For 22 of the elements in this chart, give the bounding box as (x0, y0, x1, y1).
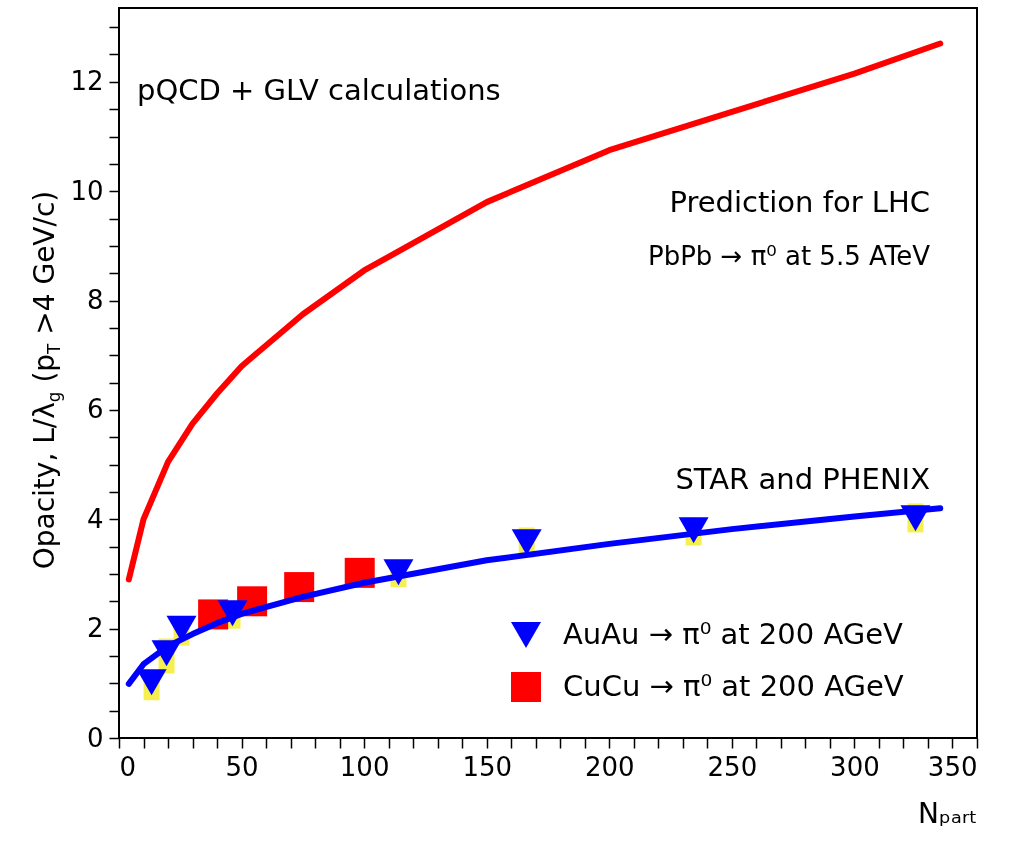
y-tick-label: 12 (70, 66, 104, 97)
y-tick-label: 0 (86, 722, 104, 753)
legend-label: AuAu → π⁰ at 200 AGeV (563, 617, 904, 651)
annotation: PbPb → π⁰ at 5.5 ATeV (647, 241, 930, 271)
y-tick-label: 10 (70, 175, 104, 206)
y-tick-label: 4 (86, 503, 104, 534)
x-axis-title: Nₚₐᵣₜ (918, 796, 978, 830)
x-tick-label: 200 (584, 751, 635, 782)
x-tick-label: 250 (707, 751, 758, 782)
x-tick-label: 350 (927, 751, 978, 782)
annotation: Prediction for LHC (669, 185, 930, 219)
y-tick-label: 6 (86, 394, 104, 425)
annotation: STAR and PHENIX (675, 462, 930, 496)
annotation: pQCD + GLV calculations (137, 73, 501, 107)
y-tick-label: 2 (86, 613, 104, 644)
legend-label: CuCu → π⁰ at 200 AGeV (563, 669, 904, 703)
x-tick-label: 100 (339, 751, 390, 782)
x-tick-label: 300 (830, 751, 880, 782)
y-tick-label: 8 (86, 285, 104, 316)
x-tick-label: 0 (119, 751, 137, 782)
x-tick-label: 150 (462, 751, 513, 782)
x-tick-label: 50 (225, 751, 259, 782)
